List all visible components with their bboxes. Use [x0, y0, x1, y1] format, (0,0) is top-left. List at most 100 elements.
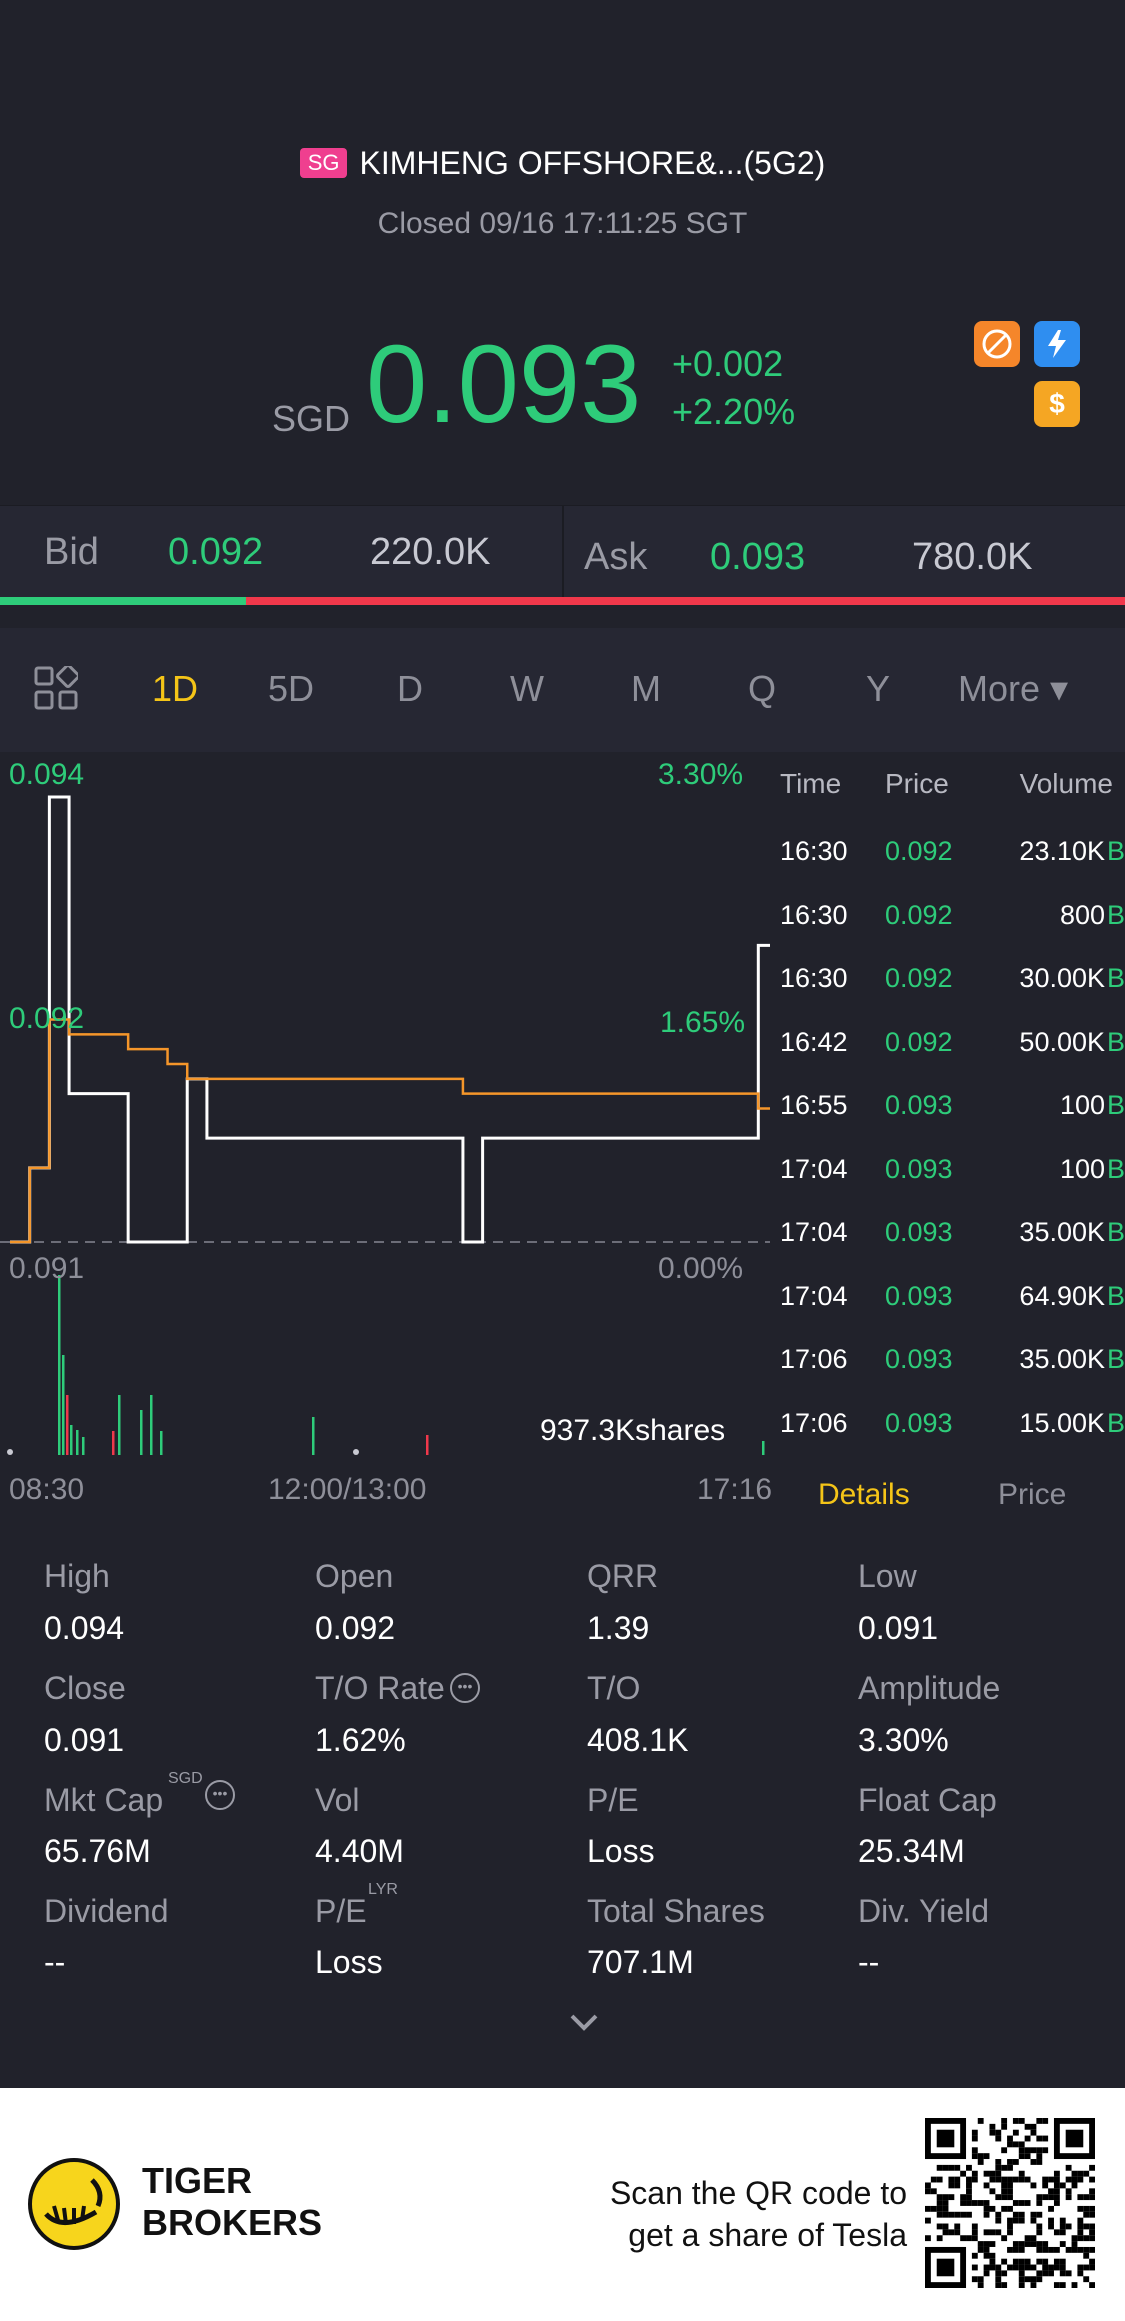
bid-ask-panel: Bid 0.092 220.0K Ask 0.093 780.0K: [0, 505, 1125, 605]
trade-side: B: [1106, 1026, 1125, 1057]
volume-bar: [312, 1417, 315, 1455]
trade-side: B: [1106, 1090, 1125, 1120]
stat-div-yield-label: Div. Yield: [858, 1893, 990, 1929]
promo-text: Scan the QR code to get a share of Tesla: [610, 2172, 907, 2256]
tab-1d[interactable]: 1D: [152, 668, 199, 709]
brand-line-1: TIGER: [142, 2160, 253, 2201]
volume-bar: [762, 1441, 765, 1455]
stat-pe-label: P/E: [587, 1782, 639, 1818]
more-info-icon[interactable]: •••: [450, 1673, 480, 1703]
trade-price: 0.093: [885, 1407, 953, 1438]
tab-more[interactable]: More ▾: [958, 668, 1069, 709]
tab-price[interactable]: Price: [998, 1478, 1067, 1511]
x-axis-mid: 12:00/13:00: [268, 1473, 427, 1506]
tab-month[interactable]: M: [631, 668, 661, 709]
volume-bar: [426, 1435, 429, 1455]
last-price: 0.093: [366, 323, 642, 446]
volume-marker: [353, 1449, 359, 1455]
tab-year[interactable]: Y: [866, 668, 891, 709]
stat-dividend-value: --: [44, 1944, 66, 1980]
stat-close-value: 0.091: [44, 1722, 125, 1758]
stat-pe-lyr-label: P/E: [315, 1893, 367, 1929]
pct-axis-high: 3.30%: [658, 758, 744, 791]
volume-bar: [76, 1430, 79, 1455]
trade-time: 16:55: [780, 1090, 848, 1120]
trades-header-volume: Volume: [1019, 768, 1113, 799]
stock-title[interactable]: SG KIMHENG OFFSHORE&...(5G2): [0, 145, 1125, 182]
trade-volume: 35.00K: [1019, 1217, 1105, 1247]
trade-price: 0.093: [885, 1090, 953, 1120]
trades-header-price: Price: [885, 768, 949, 799]
trade-row: 16:42 0.092 50.00K B: [770, 1027, 1125, 1067]
pct-axis-mid: 1.65%: [660, 1006, 746, 1039]
stock-name: KIMHENG OFFSHORE&...(5G2): [359, 145, 826, 181]
trade-time: 17:04: [780, 1280, 848, 1311]
no-short-icon[interactable]: [974, 321, 1020, 367]
trade-volume: 15.00K: [1019, 1407, 1105, 1438]
tab-details[interactable]: Details: [818, 1478, 910, 1511]
pct-axis-low: 0.00%: [658, 1252, 744, 1285]
trade-row: 17:04 0.093 35.00K B: [770, 1217, 1125, 1257]
trade-price: 0.093: [885, 1344, 953, 1374]
volume-bar: [58, 1275, 61, 1455]
tab-quarter[interactable]: Q: [748, 668, 777, 709]
stat-high-label: High: [44, 1558, 110, 1594]
stat-low-label: Low: [858, 1558, 917, 1594]
stat-total-shares-label: Total Shares: [587, 1893, 765, 1929]
tab-5d[interactable]: 5D: [268, 668, 315, 709]
ask-size: 780.0K: [912, 536, 1033, 578]
trade-volume: 100: [1059, 1090, 1105, 1120]
volume-bar: [140, 1410, 143, 1455]
stat-mkt-cap-currency: SGD: [168, 1770, 203, 1787]
trades-header-time: Time: [780, 768, 842, 799]
stat-close-label: Close: [44, 1670, 126, 1706]
stat-high-value: 0.094: [44, 1610, 125, 1646]
dollar-icon[interactable]: $: [1034, 381, 1080, 427]
bid-size: 220.0K: [370, 531, 491, 573]
trade-time: 16:42: [780, 1026, 848, 1057]
trade-row: 16:30 0.092 800 B: [770, 900, 1125, 940]
trade-volume: 35.00K: [1019, 1344, 1105, 1374]
intraday-chart[interactable]: [0, 752, 770, 1472]
volume-bar: [62, 1355, 65, 1455]
price-line: [10, 795, 770, 1244]
brand-name: TIGER BROKERS: [142, 2160, 322, 2244]
ask-price: 0.093: [710, 536, 806, 578]
stat-low-value: 0.091: [858, 1610, 939, 1646]
trade-price: 0.093: [885, 1217, 953, 1247]
qr-code: [925, 2118, 1095, 2288]
trade-volume: 30.00K: [1019, 963, 1105, 993]
y-axis-low: 0.091: [9, 1252, 85, 1285]
trade-row: 17:04 0.093 100 B: [770, 1154, 1125, 1194]
expand-chevron-icon[interactable]: [566, 2010, 602, 2039]
volume-bar: [150, 1395, 153, 1455]
stat-float-cap-value: 25.34M: [858, 1833, 965, 1869]
trade-time: 16:30: [780, 899, 848, 930]
trade-side: B: [1106, 836, 1125, 866]
market-badge: SG: [299, 148, 348, 178]
trade-time: 17:06: [780, 1407, 848, 1438]
bid-label: Bid: [44, 531, 99, 573]
more-info-icon[interactable]: •••: [205, 1780, 235, 1810]
trade-price: 0.093: [885, 1280, 953, 1311]
bid-price: 0.092: [168, 531, 264, 573]
price-change: +0.002 +2.20%: [672, 340, 795, 436]
trade-row: 17:06 0.093 15.00K B: [770, 1408, 1125, 1448]
change-pct: +2.20%: [672, 391, 796, 432]
tab-week[interactable]: W: [510, 668, 544, 709]
tab-day[interactable]: D: [397, 668, 423, 709]
lightning-icon[interactable]: [1034, 321, 1080, 367]
stat-mkt-cap-value: 65.76M: [44, 1833, 151, 1869]
period-tabs: 1D 5D D W M Q Y More ▾: [0, 628, 1125, 752]
stat-to-value: 408.1K: [587, 1722, 689, 1758]
stat-qrr-value: 1.39: [587, 1610, 650, 1646]
grid-icon[interactable]: [34, 664, 80, 715]
trade-row: 16:55 0.093 100 B: [770, 1090, 1125, 1130]
trade-side: B: [1106, 1217, 1125, 1247]
stat-to-rate-value: 1.62%: [315, 1722, 406, 1758]
volume-bar: [112, 1431, 115, 1455]
promo-footer: TIGER BROKERS Scan the QR code to get a …: [0, 2088, 1125, 2321]
trade-side: B: [1106, 899, 1125, 930]
trade-time: 17:04: [780, 1217, 848, 1247]
trade-side: B: [1106, 963, 1125, 993]
